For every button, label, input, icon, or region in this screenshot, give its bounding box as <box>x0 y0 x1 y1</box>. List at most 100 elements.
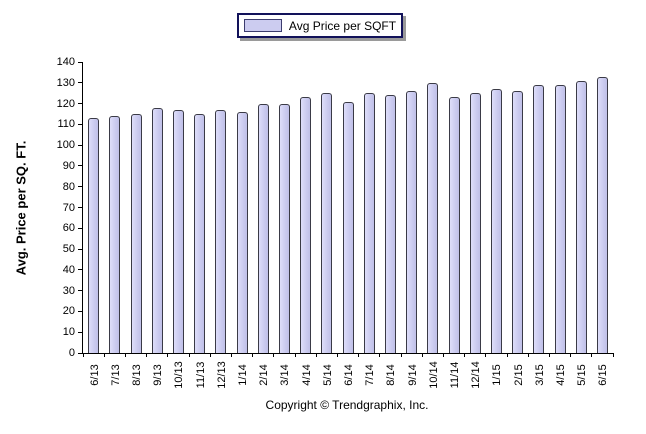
x-tick <box>485 353 487 357</box>
bar-4/15 <box>554 84 566 353</box>
y-tick-label: 90 <box>62 159 75 172</box>
x-tick <box>103 353 105 357</box>
x-tick-label: 6/13 <box>88 364 101 386</box>
bar-5/14 <box>321 93 333 353</box>
bar-2/14 <box>257 103 269 353</box>
x-tick-label: 1/15 <box>491 364 504 386</box>
x-tick <box>124 353 126 357</box>
x-tick-label: 2/15 <box>512 364 525 386</box>
x-tick-label: 12/14 <box>470 361 483 389</box>
x-tick <box>464 353 466 357</box>
bar-6/15 <box>596 76 608 353</box>
bar-1/14 <box>236 111 248 353</box>
y-axis-title: Avg. Price per SQ. FT. <box>13 140 29 275</box>
x-tick <box>273 353 275 357</box>
bar-11/14 <box>448 97 460 353</box>
bar-5/15 <box>575 80 587 353</box>
bar-7/13 <box>109 116 121 353</box>
y-tick <box>78 248 83 250</box>
copyright-text: Copyright © Trendgraphix, Inc. <box>265 398 429 412</box>
x-tick-label: 11/14 <box>449 361 461 389</box>
y-tick <box>78 269 83 271</box>
y-tick <box>78 310 83 312</box>
x-tick-label: 5/15 <box>576 364 589 386</box>
x-tick-label: 8/14 <box>385 364 398 386</box>
x-tick <box>548 353 550 357</box>
x-tick <box>315 353 317 357</box>
bar-8/14 <box>384 95 396 353</box>
x-tick-label: 7/13 <box>109 364 122 386</box>
y-tick-label: 30 <box>62 284 75 297</box>
x-tick <box>506 353 508 357</box>
bar-6/14 <box>342 101 354 353</box>
x-tick-label: 10/13 <box>173 361 186 389</box>
x-tick-label: 6/15 <box>597 364 610 386</box>
y-tick-label: 80 <box>62 180 75 193</box>
bar-9/13 <box>151 107 163 353</box>
bar-3/14 <box>278 103 290 353</box>
x-tick-label: 8/13 <box>131 364 143 386</box>
y-tick <box>78 103 83 105</box>
y-tick-label: 60 <box>62 222 75 235</box>
bar-2/15 <box>512 91 524 353</box>
x-tick-label: 4/14 <box>300 364 313 386</box>
y-tick-label: 20 <box>62 305 75 318</box>
x-tick-label: 7/14 <box>364 364 377 386</box>
y-tick <box>78 290 83 292</box>
x-tick <box>421 353 423 357</box>
bar-12/13 <box>215 109 227 353</box>
y-tick-label: 70 <box>62 201 75 214</box>
bar-9/14 <box>406 91 418 353</box>
bar-3/15 <box>533 84 545 353</box>
y-tick-label: 120 <box>56 97 75 110</box>
x-tick <box>209 353 211 357</box>
y-tick <box>78 186 83 188</box>
y-tick <box>78 227 83 229</box>
x-tick-label: 11/13 <box>194 361 207 389</box>
x-tick-label: 4/15 <box>555 364 567 386</box>
y-tick-label: 100 <box>56 139 75 152</box>
x-tick <box>167 353 169 357</box>
bar-4/14 <box>300 97 312 353</box>
x-tick-label: 1/14 <box>237 364 249 386</box>
y-tick-label: 130 <box>56 76 75 89</box>
x-tick-label: 10/14 <box>427 361 440 389</box>
x-tick-label: 6/14 <box>343 364 355 386</box>
bar-6/13 <box>88 118 100 353</box>
x-tick <box>612 353 614 357</box>
bar-8/13 <box>130 113 142 353</box>
y-tick <box>78 207 83 208</box>
x-tick <box>294 353 296 357</box>
bar-12/14 <box>469 93 481 353</box>
x-tick <box>591 353 593 357</box>
y-tick-label: 10 <box>62 326 75 339</box>
bar-11/13 <box>194 113 206 353</box>
y-tick <box>78 82 83 84</box>
plot-area: Avg. Price per SQ. FT. 0 10 20 30 40 50 60 70 80… <box>14 56 614 389</box>
x-tick <box>82 353 84 357</box>
y-tick <box>78 61 83 63</box>
y-tick-label: 140 <box>56 56 75 68</box>
x-tick-label: 2/14 <box>258 364 271 386</box>
x-tick <box>358 353 360 357</box>
x-tick <box>252 353 254 357</box>
legend-label: Avg Price per SQFT <box>288 18 397 33</box>
legend-color-swatch <box>243 19 282 32</box>
x-tick <box>188 353 190 357</box>
x-tick <box>379 353 381 357</box>
y-tick <box>78 165 83 167</box>
y-tick-label: 110 <box>57 118 75 131</box>
x-tick <box>230 353 232 357</box>
y-tick-label: 50 <box>62 243 75 256</box>
y-tick <box>78 352 83 354</box>
x-tick-label: 3/14 <box>279 364 292 386</box>
x-tick <box>336 353 338 357</box>
y-tick <box>78 331 83 333</box>
bar-10/13 <box>172 109 184 353</box>
x-tick-label: 9/14 <box>406 364 419 386</box>
x-tick <box>570 353 572 357</box>
x-tick <box>400 353 402 357</box>
bar-10/14 <box>427 82 439 353</box>
y-tick-label: 0 <box>68 347 75 359</box>
